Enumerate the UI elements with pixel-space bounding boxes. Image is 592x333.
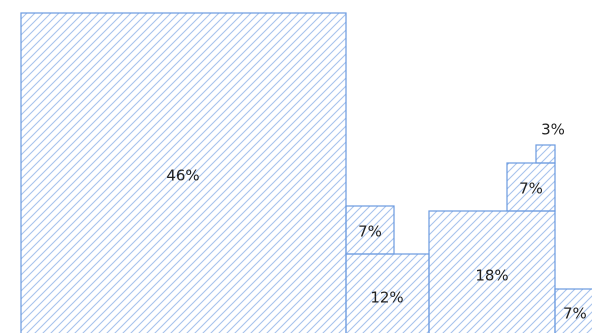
- treemap-tile-rect: [20, 12, 347, 333]
- treemap-tile-rect: [554, 288, 592, 333]
- treemap-tile: 18%: [428, 210, 556, 333]
- treemap-tile: 12%: [345, 253, 430, 333]
- treemap-tile-rect: [428, 210, 556, 333]
- treemap-tile-label: 7%: [358, 223, 382, 241]
- treemap-tile: 7%: [506, 162, 556, 212]
- treemap-tile-label: 18%: [475, 267, 508, 285]
- treemap-tile: 3%: [535, 121, 565, 164]
- treemap-tile-rect: [506, 162, 556, 212]
- treemap-tile: 46%: [20, 12, 347, 333]
- treemap-tile-label: 46%: [166, 167, 199, 185]
- treemap-tile-label: 3%: [541, 121, 565, 139]
- treemap-tile-rect: [345, 205, 395, 255]
- treemap-tile-label: 7%: [563, 305, 587, 323]
- tiles-layer: 46% 7% 12% 18% 7% 3% 7%: [20, 12, 592, 333]
- treemap-tile-rect: [345, 253, 430, 333]
- treemap-tile: 7%: [345, 205, 395, 255]
- treemap-tile: 7%: [554, 288, 592, 333]
- treemap-tile-label: 12%: [370, 289, 403, 307]
- treemap-tile-rect: [535, 144, 556, 164]
- treemap-tile-label: 7%: [519, 180, 543, 198]
